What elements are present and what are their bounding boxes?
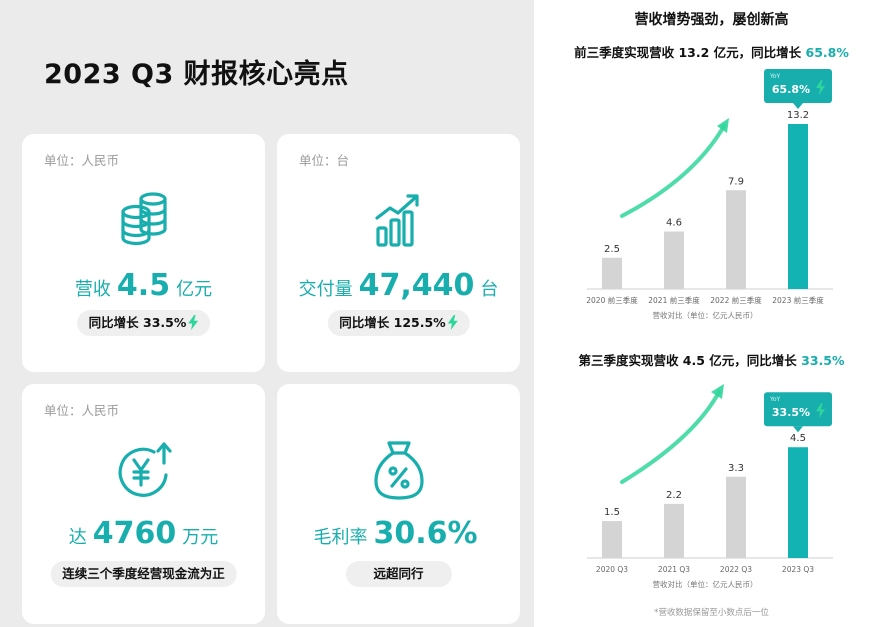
tick-label: 2021 前三季度 <box>648 295 700 305</box>
yoy-badge-tag: YoY <box>769 396 781 403</box>
yoy-badge-pointer <box>793 103 803 109</box>
data-label: 13.2 <box>787 110 809 121</box>
axis-caption: 营收对比（单位：亿元人民币） <box>653 579 758 589</box>
revenue-card: 单位：人民币 营收 4.5 亿元 同比增长 33.5% <box>22 134 265 372</box>
coins-stack-icon <box>119 190 171 250</box>
data-label: 2.5 <box>604 244 620 255</box>
unit-label: 单位：台 <box>299 153 350 168</box>
bar <box>664 231 684 289</box>
metric-label: 毛利率 <box>313 527 368 548</box>
metric-value: 30.6% <box>373 516 478 551</box>
yoy-badge-tag: YoY <box>769 73 781 80</box>
pill-text: 同比增长 33.5% <box>88 315 187 330</box>
chart1-subtitle: 前三季度实现营收 13.2 亿元，同比增长 65.8% <box>534 42 889 61</box>
pill-text: 连续三个季度经营现金流为正 <box>62 566 225 581</box>
bar <box>726 476 746 558</box>
revenue-metric: 营收 4.5 亿元 <box>22 268 265 303</box>
data-label: 7.9 <box>728 176 744 187</box>
yoy-badge-value: 33.5% <box>772 406 810 419</box>
bar <box>788 447 808 558</box>
yen-up-icon <box>114 439 174 505</box>
right-panel: 营收增势强劲，屡创新高 前三季度实现营收 13.2 亿元，同比增长 65.8% … <box>534 0 889 627</box>
metric-value: 4.5 <box>116 268 171 303</box>
data-label: 2.2 <box>666 490 682 501</box>
bar <box>664 503 684 558</box>
deliveries-card: 单位：台 交付量 47,440 台 同比增长 125.5% <box>277 134 520 372</box>
tick-label: 2021 Q3 <box>658 565 690 574</box>
subtitle-text: 第三季度实现营收 4.5 亿元，同比增长 <box>578 353 802 368</box>
pill-text: 同比增长 125.5% <box>339 315 446 330</box>
tick-label: 2022 前三季度 <box>710 295 762 305</box>
unit-label: 单位：人民币 <box>44 403 120 418</box>
yoy-growth-pill: 同比增长 33.5% <box>76 310 211 336</box>
growth-arrow <box>620 124 726 218</box>
q3-revenue-chart: 1.5 2020 Q3 2.2 2021 Q3 3.3 2022 Q3 4.5 2023 Q3… <box>587 384 833 589</box>
metric-suffix: 亿元 <box>176 279 213 300</box>
tick-label: 2023 前三季度 <box>772 295 824 305</box>
subtitle-highlight: 33.5% <box>801 353 845 368</box>
bar <box>602 521 622 558</box>
metric-suffix: 万元 <box>182 527 219 548</box>
metric-value: 4760 <box>92 516 177 551</box>
cashflow-card: 单位：人民币 达 4760 万元 连续三个季度经营现金流为正 <box>22 384 265 624</box>
footnote: *营收数据保留至小数点后一位 <box>654 608 769 618</box>
bar <box>726 190 746 289</box>
metric-value: 47,440 <box>358 268 475 303</box>
tick-label: 2020 Q3 <box>596 565 628 574</box>
pill-text: 远超同行 <box>373 566 424 581</box>
lightning-icon <box>816 403 825 419</box>
metric-label: 营收 <box>74 279 111 300</box>
yoy-badge <box>764 392 832 427</box>
lightning-icon <box>188 315 199 330</box>
metric-label: 达 <box>68 527 87 548</box>
percent-bag-icon <box>373 439 425 505</box>
cashflow-metric: 达 4760 万元 <box>22 516 265 551</box>
metric-suffix: 台 <box>480 279 499 300</box>
deliveries-metric: 交付量 47,440 台 <box>277 268 520 303</box>
growth-arrow-head <box>711 384 724 399</box>
subtitle-highlight: 65.8% <box>805 45 849 60</box>
unit-label: 单位：人民币 <box>44 153 120 168</box>
peer-compare-pill: 远超同行 <box>345 561 452 587</box>
gross-margin-metric: 毛利率 30.6% <box>277 516 520 551</box>
data-label: 4.5 <box>790 433 806 444</box>
chart2-subtitle: 第三季度实现营收 4.5 亿元，同比增长 33.5% <box>534 350 889 369</box>
cashflow-pill: 连续三个季度经营现金流为正 <box>50 561 237 587</box>
revenue-heading: 营收增势强劲，屡创新高 <box>634 12 789 28</box>
data-label: 3.3 <box>728 463 744 474</box>
yoy-growth-pill: 同比增长 125.5% <box>327 310 470 336</box>
yoy-badge-value: 65.8% <box>772 83 810 96</box>
ytd-revenue-chart: 2.5 2020 前三季度 4.6 2021 前三季度 7.9 2022 前三季度 13.2… <box>586 69 833 320</box>
data-label: 1.5 <box>604 507 620 518</box>
lightning-icon <box>816 80 825 95</box>
page-title: 2023 Q3 财报核心亮点 <box>44 59 349 90</box>
bar-growth-icon <box>374 192 424 252</box>
tick-label: 2020 前三季度 <box>586 295 638 305</box>
growth-arrow <box>620 390 721 484</box>
metric-label: 交付量 <box>298 279 353 300</box>
tick-label: 2022 Q3 <box>720 565 752 574</box>
axis-caption: 营收对比（单位：亿元人民币） <box>653 310 758 320</box>
subtitle-text: 前三季度实现营收 13.2 亿元，同比增长 <box>574 45 806 60</box>
tick-label: 2023 Q3 <box>782 565 814 574</box>
gross-margin-card: 毛利率 30.6% 远超同行 <box>277 384 520 624</box>
left-panel: 2023 Q3 财报核心亮点 单位：人民币 营收 4.5 亿元 同比增长 33.5%… <box>0 0 534 627</box>
bar <box>788 124 808 289</box>
growth-arrow-head <box>717 118 729 133</box>
yoy-badge <box>764 69 832 103</box>
bar <box>602 257 622 289</box>
data-label: 4.6 <box>666 218 682 229</box>
yoy-badge-pointer <box>793 426 803 433</box>
lightning-icon <box>447 315 458 330</box>
